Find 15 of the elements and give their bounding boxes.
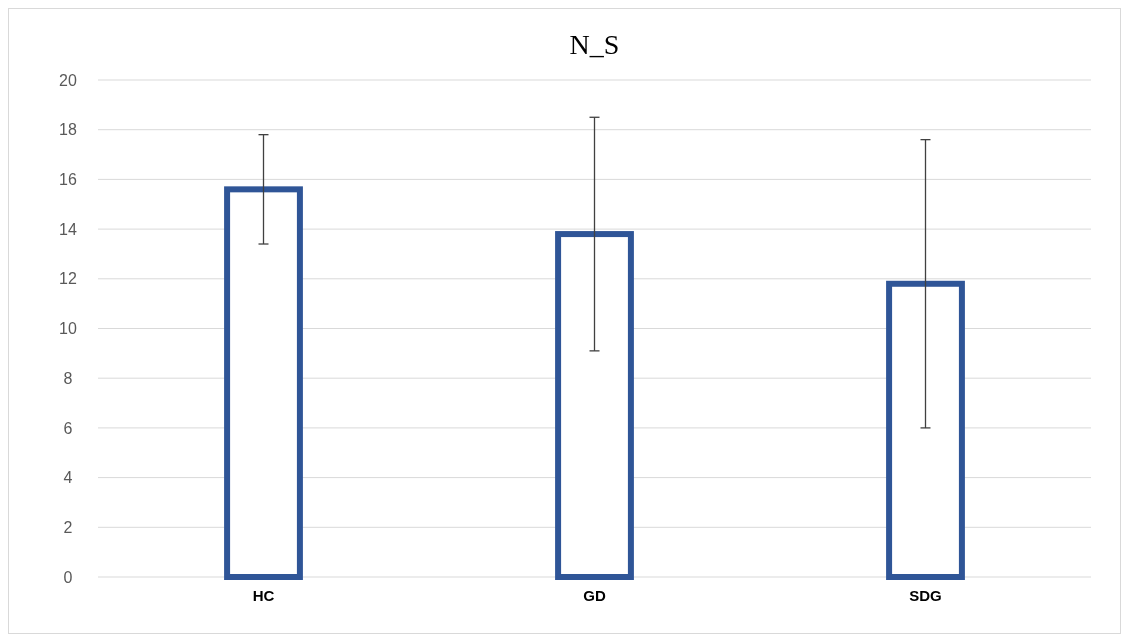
y-tick-label: 18 xyxy=(59,121,77,139)
y-tick-label: 16 xyxy=(59,171,77,188)
y-tick-label: 20 xyxy=(59,71,77,89)
y-tick-label: 6 xyxy=(63,419,73,437)
y-tick-label: 8 xyxy=(63,369,73,387)
y-tick-label: 2 xyxy=(63,518,73,536)
y-tick-label: 4 xyxy=(63,469,73,487)
y-tick-label: 0 xyxy=(63,568,73,586)
y-tick-label: 14 xyxy=(59,220,77,238)
x-tick-label: SDG xyxy=(909,587,942,604)
x-tick-label: GD xyxy=(583,587,606,604)
x-tick-label: HC xyxy=(252,587,275,604)
y-tick-label: 12 xyxy=(59,270,77,288)
chart-title: N_S xyxy=(569,29,620,60)
y-tick-label: 10 xyxy=(59,320,77,338)
